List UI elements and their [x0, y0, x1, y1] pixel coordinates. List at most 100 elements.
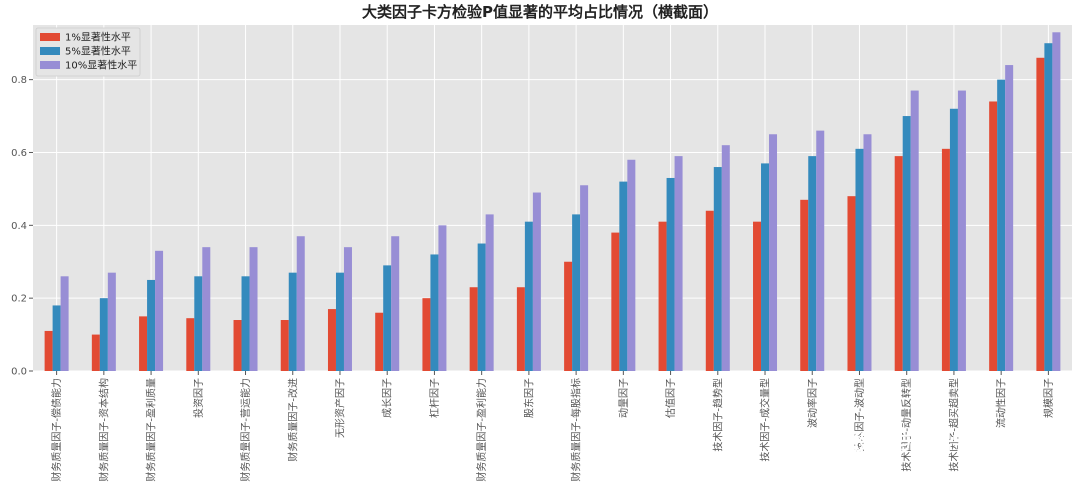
x-tick-label: 杠杆因子 [428, 378, 441, 418]
bar [335, 272, 344, 371]
legend-label: 1%显著性水平 [65, 31, 131, 44]
legend-swatch [40, 33, 60, 41]
watermark: 量化投资与机器学习 [774, 430, 992, 459]
bar [107, 272, 116, 371]
bar [202, 247, 211, 371]
bar [1052, 32, 1061, 371]
legend-label: 10%显著性水平 [65, 59, 137, 72]
x-tick-label: 规模因子 [1042, 378, 1055, 418]
bar [658, 221, 667, 371]
bar [855, 148, 864, 371]
bar [997, 79, 1006, 371]
bar [1044, 43, 1053, 372]
bar [477, 243, 486, 371]
x-tick-label: 财务质量因子-盈利质量 [145, 378, 158, 482]
x-tick-label: 股东因子 [522, 378, 535, 418]
bar [296, 236, 305, 371]
x-tick-label: 波动率因子 [806, 378, 819, 428]
bar [343, 247, 352, 371]
x-tick-label: 流动性因子 [995, 378, 1008, 428]
x-tick-label: 无形资产因子 [333, 378, 346, 438]
bar [532, 192, 541, 371]
bar [761, 163, 770, 371]
bar [430, 254, 439, 371]
legend-label: 5%显著性水平 [65, 45, 131, 58]
wechat-icon [774, 430, 809, 459]
bar [233, 320, 242, 371]
bar [572, 214, 581, 371]
bar [611, 232, 620, 371]
bar [422, 298, 431, 371]
x-tick-label: 投资因子 [192, 378, 205, 418]
bar [288, 272, 297, 371]
y-tick-label: 0.8 [11, 75, 27, 86]
bar [44, 330, 53, 371]
x-tick-label: 财务质量因子-改进 [286, 378, 299, 462]
bar [666, 177, 675, 371]
x-tick-label: 财务质量因子-盈利能力 [475, 378, 488, 482]
bar [808, 156, 817, 371]
y-tick-label: 0.6 [11, 148, 27, 159]
bar [186, 318, 195, 371]
chart-title: 大类因子卡方检验P值显著的平均占比情况（横截面） [362, 3, 718, 21]
bar [580, 185, 589, 371]
y-tick-label: 0.2 [11, 294, 27, 305]
bar [194, 276, 203, 371]
bar [241, 276, 250, 371]
bar [902, 116, 911, 371]
bar [280, 320, 289, 371]
x-tick-label: 动量因子 [618, 378, 630, 418]
bar [327, 309, 336, 371]
bar [674, 156, 683, 371]
watermark-text: 量化投资与机器学习 [812, 430, 992, 454]
bar [391, 236, 400, 371]
legend-swatch [40, 61, 60, 69]
bar [564, 261, 573, 371]
x-tick-label: 财务质量因子-营运能力 [239, 378, 252, 482]
bar [155, 250, 164, 371]
bar [469, 287, 478, 371]
bar [91, 334, 100, 371]
bar [753, 221, 762, 371]
x-tick-label: 财务质量因子-资本结构 [97, 378, 110, 482]
y-tick-label: 0.0 [11, 367, 27, 378]
bar [863, 134, 872, 371]
legend-box [35, 27, 141, 77]
x-tick-label: 技术因子-动量反转型 [900, 378, 913, 472]
x-tick-label: 技术因子-趋势型 [711, 378, 724, 452]
x-tick-label: 成长因子 [382, 378, 394, 418]
bar [147, 279, 156, 371]
bar [139, 316, 148, 371]
bar [949, 108, 958, 371]
bar [99, 298, 108, 371]
bar [847, 196, 856, 371]
bar [627, 159, 636, 371]
bar [1005, 65, 1014, 371]
x-tick-label: 财务质量因子-偿债能力 [50, 378, 63, 482]
legend-swatch [40, 47, 60, 55]
bar [910, 90, 919, 371]
bar [249, 247, 258, 371]
bar [383, 265, 392, 371]
bar [1036, 57, 1045, 372]
x-tick-label: 技术因子-超买超卖型 [947, 378, 960, 472]
bars [44, 32, 1061, 372]
bar [485, 214, 494, 371]
bar [60, 276, 69, 371]
x-axis: 财务质量因子-偿债能力 财务质量因子-资本结构 财务质量因子-盈利质量 投资因子 财务质… [50, 371, 1055, 482]
bar [705, 210, 714, 371]
bar [619, 181, 628, 371]
x-tick-label: 财务质量因子-每股指标 [570, 378, 583, 482]
bar [816, 130, 825, 371]
x-tick-label: 技术因子-波动型 [853, 378, 866, 452]
bar [375, 312, 384, 371]
bar [989, 101, 998, 372]
bar [713, 167, 722, 371]
x-tick-label: 技术因子-成交量型 [759, 378, 772, 462]
bar [941, 148, 950, 371]
bar [894, 156, 903, 371]
bar [800, 199, 809, 371]
